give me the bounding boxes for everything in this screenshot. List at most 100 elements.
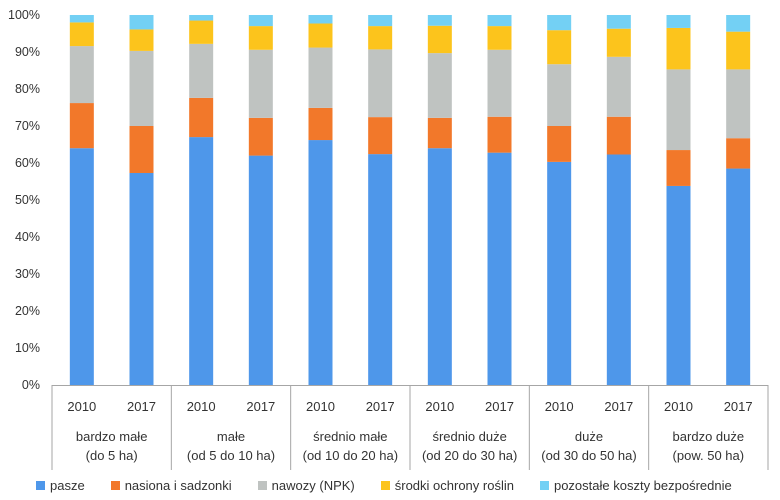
x-tick-label: 2010 [545, 399, 574, 414]
y-tick-label: 0% [22, 378, 40, 392]
x-tick-label: 2017 [724, 399, 753, 414]
bar-segment [666, 15, 691, 28]
x-tick-label: 2017 [127, 399, 156, 414]
legend-item: pasze [36, 478, 85, 493]
x-tick-label: 2010 [187, 399, 216, 414]
x-tick-label: 2017 [485, 399, 514, 414]
bar-segment [308, 23, 333, 48]
bar-segment [726, 138, 751, 169]
group-sublabel: (do 5 ha) [86, 448, 138, 463]
legend-label: nasiona i sadzonki [124, 477, 232, 493]
bar-segment [547, 15, 572, 31]
bar-segment [427, 148, 452, 385]
bar-segment [308, 107, 333, 141]
bar-segment [666, 150, 691, 186]
y-tick-label: 10% [15, 341, 40, 355]
bar-segment [129, 172, 154, 385]
bar-segment [308, 47, 333, 108]
legend-item: nawozy (NPK) [257, 477, 355, 493]
group-sublabel: (od 20 do 30 ha) [422, 448, 517, 463]
legend-label: pasze [50, 477, 85, 493]
bar-segment [547, 64, 572, 126]
bar-segment [547, 30, 572, 65]
bar-segment [487, 26, 512, 50]
legend-swatch [110, 480, 120, 490]
bar-segment [666, 69, 691, 151]
legend: pasze nasiona i sadzonki nawozy (NPK) środk… [36, 476, 776, 494]
bar-segment [726, 168, 751, 385]
group-label: bardzo małe [76, 429, 148, 444]
x-tick-label: 2010 [67, 399, 96, 414]
bars [69, 15, 751, 385]
bar-segment [129, 29, 154, 51]
bar-segment [189, 137, 214, 385]
group-sublabel: (od 5 do 10 ha) [187, 448, 275, 463]
bar-segment [368, 154, 393, 385]
x-tick-label: 2010 [306, 399, 335, 414]
y-tick-label: 80% [15, 82, 40, 96]
legend-swatch [380, 480, 390, 490]
bar-segment [487, 49, 512, 117]
bar-segment [427, 15, 452, 26]
bar-segment [189, 97, 214, 138]
bar-segment [248, 117, 273, 156]
bar-segment [368, 49, 393, 118]
y-axis: 0% 10% 20% 30% 40% 50% 60% 70% 80% 90% 100% [8, 8, 40, 392]
y-tick-label: 60% [15, 156, 40, 170]
group-sublabel: (pow. 50 ha) [673, 448, 745, 463]
group-label: bardzo duże [673, 429, 745, 444]
bar-segment [129, 15, 154, 30]
legend-swatch [539, 480, 549, 490]
bar-segment [69, 103, 94, 149]
bar-segment [726, 15, 751, 32]
x-tick-label: 2017 [246, 399, 275, 414]
bar-segment [606, 154, 631, 385]
bar-segment [69, 46, 94, 104]
bar-segment [368, 26, 393, 50]
legend-swatch [36, 480, 45, 490]
legend-item: środki ochrony roślin [380, 477, 514, 493]
bar-segment [189, 15, 214, 21]
group-sublabel: (od 30 do 50 ha) [541, 448, 636, 463]
x-axis: 2010 2017 2010 2017 2010 2017 2010 2017 2010 2017… [51, 385, 769, 470]
bar-segment [248, 15, 273, 27]
bar-segment [248, 26, 273, 50]
y-tick-label: 50% [15, 193, 40, 207]
group-label: średnio małe [313, 429, 387, 444]
bar-segment [606, 15, 631, 29]
bar-segment [368, 15, 393, 27]
bar-segment [547, 161, 572, 385]
bar-segment [427, 117, 452, 149]
bar-segment [547, 126, 572, 162]
bar-segment [129, 126, 154, 173]
bar-segment [487, 152, 512, 385]
group-label: średnio duże [432, 429, 506, 444]
bar-segment [308, 15, 333, 24]
bar-segment [606, 116, 631, 155]
bar-segment [666, 27, 691, 70]
legend-label: nawozy (NPK) [271, 477, 355, 493]
x-tick-label: 2010 [425, 399, 454, 414]
y-tick-label: 20% [15, 304, 40, 318]
bar-segment [487, 116, 512, 153]
bar-segment [189, 20, 214, 44]
legend-swatch [257, 480, 267, 490]
group-label: małe [217, 429, 245, 444]
y-tick-label: 90% [15, 45, 40, 59]
y-tick-label: 30% [15, 267, 40, 281]
bar-segment [248, 155, 273, 385]
x-tick-label: 2010 [664, 399, 693, 414]
y-tick-label: 70% [15, 119, 40, 133]
bar-segment [427, 53, 452, 118]
group-sublabel: (od 10 do 20 ha) [303, 448, 398, 463]
bar-segment [666, 185, 691, 385]
bar-segment [248, 49, 273, 118]
y-tick-label: 40% [15, 230, 40, 244]
legend-item: nasiona i sadzonki [110, 477, 232, 493]
bar-segment [69, 22, 94, 47]
bar-segment [427, 25, 452, 54]
legend-label: pozostałe koszty bezpośrednie [553, 477, 732, 493]
bar-segment [726, 31, 751, 70]
legend-label: środki ochrony roślin [394, 477, 514, 493]
y-tick-label: 100% [8, 8, 40, 22]
